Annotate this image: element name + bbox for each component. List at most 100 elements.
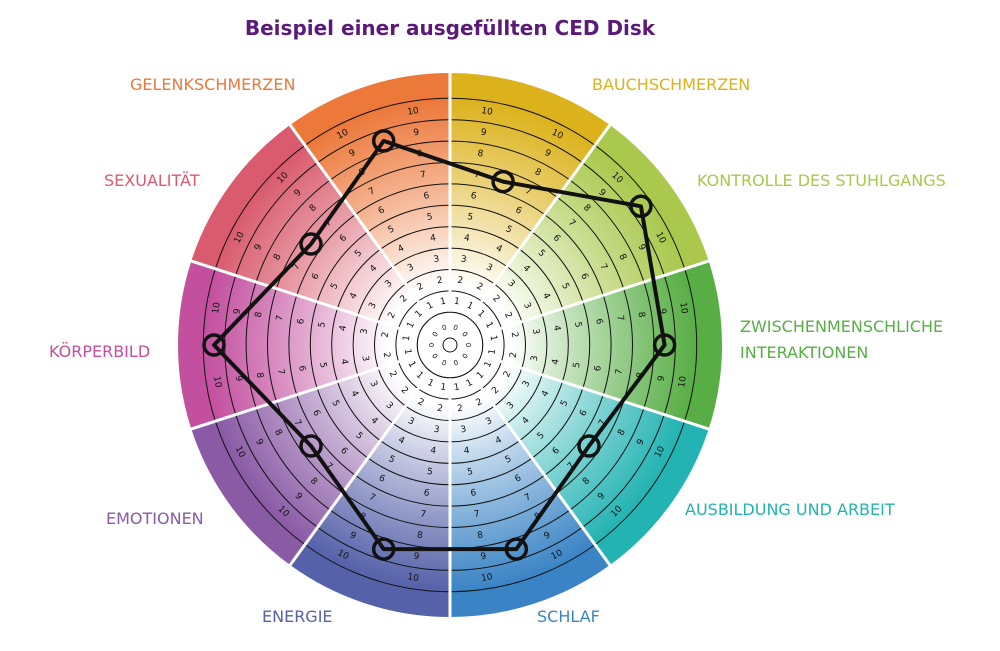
scale-number: 10	[407, 106, 420, 118]
scale-number: 4	[338, 358, 349, 365]
scale-number: 7	[597, 262, 609, 272]
scale-number: 4	[521, 263, 532, 274]
scale-number: 4	[338, 324, 349, 331]
scale-number: 8	[308, 203, 319, 214]
scale-number-zero: 0	[431, 330, 440, 338]
scale-number: 1	[487, 335, 498, 342]
scale-number: 7	[566, 461, 577, 472]
scale-number: 1	[440, 297, 447, 308]
scale-number: 6	[470, 191, 477, 202]
sector-fill	[215, 145, 450, 345]
scale-number: 9	[253, 243, 265, 253]
scale-number: 1	[453, 297, 460, 308]
scale-number: 9	[657, 308, 668, 315]
scale-number: 3	[359, 328, 370, 335]
scale-number: 2	[490, 294, 501, 305]
scale-number: 1	[414, 370, 425, 381]
scale-number: 7	[420, 509, 427, 520]
scale-number-zero: 0	[428, 343, 436, 347]
scale-number: 6	[513, 473, 523, 485]
scale-number: 8	[272, 252, 284, 262]
scale-number: 4	[368, 263, 379, 274]
scale-number: 3	[406, 262, 416, 274]
scale-number: 7	[323, 218, 334, 229]
scale-number: 5	[387, 454, 397, 466]
scale-number: 3	[383, 400, 394, 411]
score-marker	[652, 333, 677, 357]
scale-number: 7	[523, 492, 533, 504]
scale-number: 4	[430, 233, 437, 244]
scale-number: 2	[399, 385, 410, 396]
scale-number: 1	[475, 309, 486, 320]
score-marker	[629, 194, 653, 219]
sector-fill	[450, 98, 596, 345]
scale-number: 7	[566, 218, 577, 229]
scale-number: 6	[310, 272, 322, 282]
scale-number: 7	[291, 262, 303, 272]
sector-divider	[449, 343, 711, 431]
scale-number: 10	[550, 128, 565, 142]
scale-number: 2	[457, 276, 464, 287]
scale-number: 7	[420, 170, 427, 181]
scale-number: 3	[530, 355, 541, 362]
sector-divider	[288, 344, 452, 567]
scale-number: 6	[593, 365, 604, 372]
scale-number: 2	[381, 331, 392, 338]
scale-number: 1	[487, 348, 498, 355]
scale-number: 8	[581, 476, 592, 487]
scale-number: 1	[425, 301, 435, 313]
sector-divider	[448, 344, 612, 567]
scale-number: 6	[377, 473, 387, 485]
scale-number: 7	[275, 368, 286, 375]
scale-number: 9	[480, 128, 487, 139]
scale-number: 5	[387, 224, 397, 236]
score-marker	[299, 232, 323, 256]
score-marker	[371, 129, 396, 153]
scale-number: 6	[551, 233, 562, 244]
score-marker	[202, 333, 226, 357]
sector-divider	[189, 259, 451, 347]
sector-fill	[304, 345, 450, 592]
scale-number: 8	[581, 203, 592, 214]
scale-number: 6	[296, 365, 307, 372]
score-marker	[371, 537, 396, 561]
scale-number: 2	[457, 404, 464, 415]
scale-number: 1	[406, 360, 418, 370]
scale-number: 10	[480, 106, 493, 118]
scale-number: 3	[460, 425, 467, 436]
scale-number: 1	[406, 320, 418, 330]
scale-number: 5	[536, 248, 547, 259]
scale-number: 2	[475, 282, 485, 294]
scale-number: 9	[596, 491, 607, 502]
scale-number: 5	[317, 362, 328, 369]
scale-number: 2	[475, 397, 485, 409]
scale-number: 1	[483, 320, 495, 330]
scale-number-zero: 0	[441, 323, 448, 332]
scale-number: 8	[635, 311, 646, 318]
scale-number: 4	[463, 446, 470, 457]
category-label-emotionen: EMOTIONEN	[106, 509, 204, 528]
scale-number: 6	[593, 318, 604, 325]
category-label-energie: ENERGIE	[262, 607, 333, 626]
scale-number: 5	[329, 399, 341, 409]
scale-number: 9	[348, 148, 358, 160]
scale-number: 5	[572, 321, 583, 328]
scale-number: 6	[423, 488, 430, 499]
category-label-zwischenmenschliche: ZWISCHENMENSCHLICHE INTERAKTIONEN	[740, 317, 944, 362]
scale-number: 1	[414, 309, 425, 320]
scale-number: 10	[653, 445, 667, 460]
scale-number: 3	[460, 254, 467, 265]
scale-number: 9	[293, 491, 304, 502]
scale-number: 8	[254, 372, 265, 379]
scale-number: 5	[317, 321, 328, 328]
scale-number: 9	[413, 552, 420, 563]
scale-number: 5	[353, 431, 364, 442]
scale-number: 9	[657, 375, 668, 382]
scale-number: 3	[505, 278, 516, 289]
center-hole	[442, 337, 458, 353]
scale-number: 9	[543, 148, 553, 160]
scale-number: 5	[467, 212, 474, 223]
scale-number: 4	[463, 233, 470, 244]
scale-number: 4	[368, 416, 379, 427]
scale-number: 2	[502, 311, 514, 321]
